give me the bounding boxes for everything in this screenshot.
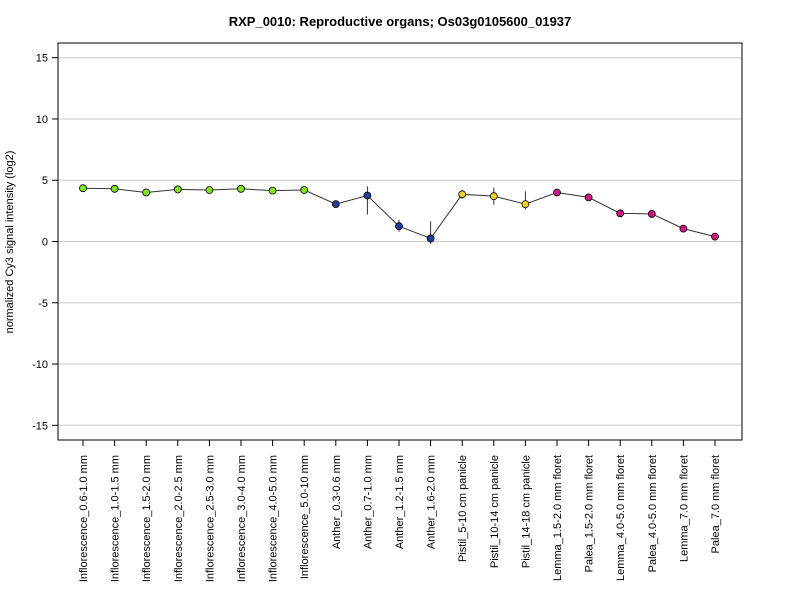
data-point [521, 200, 530, 209]
x-tick-label: Palea_4.0-5.0 mm floret [647, 455, 659, 572]
y-axis-label: normalized Cy3 signal intensity (log2) [4, 151, 16, 334]
x-tick-label: Lemma_7.0 mm floret [678, 455, 690, 562]
x-tick-label: Inflorescence_2.5-3.0 mm [204, 455, 216, 582]
y-tick-label: 5 [42, 175, 48, 187]
y-axis: -15 -10 -5 0 5 10 15 [32, 53, 58, 432]
y-tick-label: 10 [36, 114, 48, 126]
y-tick-label: -10 [32, 359, 48, 371]
data-point [711, 232, 719, 241]
y-tick-label: -5 [38, 298, 48, 310]
data-point [363, 191, 372, 200]
y-tick-label: -15 [32, 420, 48, 432]
data-point [173, 185, 182, 194]
data-point [237, 184, 245, 193]
x-tick-label: Inflorescence_2.0-2.5 mm [173, 455, 185, 582]
series [79, 184, 719, 244]
data-point [679, 224, 688, 233]
data-point [616, 209, 625, 218]
y-tick-label: 15 [36, 53, 48, 65]
plot-frame [57, 42, 743, 441]
x-tick-label: Inflorescence_1.0-1.5 mm [110, 455, 122, 582]
chart-title: RXP_0010: Reproductive organs; Os03g0105… [229, 14, 572, 29]
x-tick-label: Anther_1.2-1.5 mm [394, 455, 406, 549]
x-tick-label: Palea_7.0 mm floret [710, 455, 722, 553]
x-tick-label: Anther_0.3-0.6 mm [331, 455, 343, 549]
data-point [553, 188, 561, 197]
x-tick-label: Pistil_5-10 cm panicle [457, 455, 469, 562]
x-tick-label: Pistil_10-14 cm panicle [489, 455, 501, 568]
data-point [300, 186, 309, 194]
x-tick-label: Palea_1.5-2.0 mm floret [584, 455, 596, 572]
data-point [205, 186, 214, 194]
x-tick-label: Anther_1.6-2.0 mm [426, 455, 438, 549]
data-point [489, 192, 498, 201]
data-point [584, 193, 593, 202]
data-point [647, 210, 656, 218]
data-point [268, 186, 277, 195]
x-tick-label: Inflorescence_5.0-10 mm [299, 455, 311, 579]
y-tick-label: 0 [42, 237, 48, 249]
x-tick-label: Inflorescence_4.0-5.0 mm [268, 455, 280, 582]
x-tick-label: Inflorescence_1.5-2.0 mm [141, 455, 153, 582]
data-point [79, 184, 87, 193]
data-point [142, 188, 151, 197]
x-tick-label: Anther_0.7-1.0 mm [362, 455, 374, 549]
data-point [458, 190, 467, 199]
x-tick-label: Inflorescence_3.0-4.0 mm [236, 455, 248, 582]
x-tick-label: Lemma_1.5-2.0 mm floret [552, 455, 564, 581]
data-point [395, 222, 403, 231]
grid-lines [58, 57, 742, 426]
data-point [426, 234, 435, 243]
x-axis: Inflorescence_0.6-1.0 mm Inflorescence_1.… [78, 440, 722, 582]
data-point [331, 200, 340, 209]
x-tick-label: Pistil_14-18 cm panicle [520, 455, 532, 568]
x-tick-label: Inflorescence_0.6-1.0 mm [78, 455, 90, 582]
x-tick-label: Lemma_4.0-5.0 mm floret [615, 455, 627, 581]
data-point [110, 184, 119, 193]
